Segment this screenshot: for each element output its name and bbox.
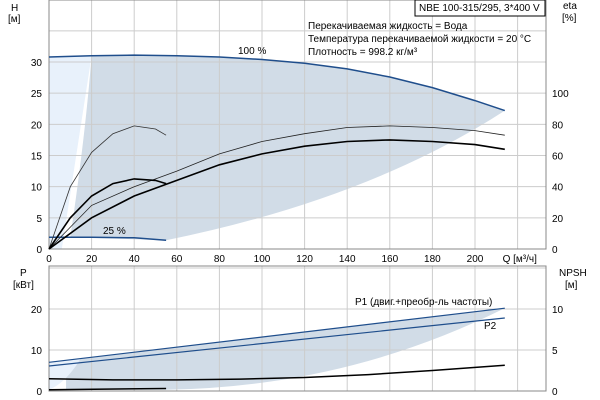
y-tick-label: 5 bbox=[36, 214, 42, 225]
y-tick-label: 30 bbox=[31, 58, 43, 69]
y2-tick-label: 20 bbox=[552, 214, 564, 225]
series-eta-25- bbox=[48, 125, 167, 250]
p-tick-label: 20 bbox=[31, 305, 43, 316]
npsh-axis-unit: [м] bbox=[565, 280, 578, 291]
y2-tick-label: 0 bbox=[552, 245, 558, 256]
series-P2 bbox=[48, 317, 505, 367]
y2-tick-label: 100 bbox=[552, 89, 569, 100]
x-axis-label: Q [м³/ч] bbox=[503, 254, 538, 265]
series-P1 bbox=[48, 307, 505, 363]
npsh-tick-label: 5 bbox=[552, 346, 558, 357]
x-tick-label: 20 bbox=[86, 254, 98, 265]
operating-range-region bbox=[70, 55, 505, 241]
series-H-25-curve bbox=[48, 178, 167, 250]
curve-label-100: 100 % bbox=[238, 46, 266, 57]
y2-axis-label: eta bbox=[563, 1, 577, 12]
y2-axis-unit: [%] bbox=[562, 13, 577, 24]
p1-label: P1 (двиг.+преобр-ль частоты) bbox=[355, 296, 492, 308]
npsh-tick-label: 10 bbox=[552, 305, 564, 316]
series-25- bbox=[49, 236, 167, 242]
series-eta-100- bbox=[48, 125, 505, 250]
x-tick-label: 140 bbox=[339, 254, 356, 265]
x-tick-label: 200 bbox=[467, 254, 484, 265]
p-axis-label: P bbox=[20, 268, 27, 279]
x-tick-label: 100 bbox=[254, 254, 271, 265]
low-flow-region bbox=[49, 55, 92, 250]
p-tick-label: 10 bbox=[31, 346, 43, 357]
title-box bbox=[414, 0, 546, 17]
p2-label: P2 bbox=[484, 321, 497, 332]
x-tick-label: 0 bbox=[46, 254, 52, 265]
y-tick-label: 10 bbox=[31, 183, 43, 194]
x-tick-label: 60 bbox=[171, 254, 183, 265]
chart-title: NBE 100-315/295, 3*400 V bbox=[419, 3, 540, 14]
y-tick-label: 20 bbox=[31, 120, 43, 131]
x-tick-label: 40 bbox=[129, 254, 141, 265]
y2-tick-label: 40 bbox=[552, 183, 564, 194]
x-tick-label: 80 bbox=[214, 254, 226, 265]
series-P-25- bbox=[48, 387, 167, 391]
y2-tick-label: 60 bbox=[552, 152, 564, 163]
y-tick-label: 25 bbox=[31, 89, 43, 100]
x-tick-label: 180 bbox=[424, 254, 441, 265]
npsh-axis-label: NPSH bbox=[559, 268, 587, 279]
fluid-info: Температура перекачиваемой жидкости = 20… bbox=[308, 34, 531, 45]
series-H-eta-line bbox=[48, 139, 505, 250]
fluid-info: Перекачиваемая жидкость = Вода bbox=[308, 21, 468, 32]
npsh-tick-label: 0 bbox=[552, 387, 558, 398]
y-tick-label: 0 bbox=[36, 245, 42, 256]
bottom-plot-frame bbox=[48, 265, 547, 392]
x-tick-label: 160 bbox=[381, 254, 398, 265]
power-range-region bbox=[49, 308, 505, 390]
power-low-flow-region bbox=[49, 358, 81, 390]
top-plot-frame bbox=[48, 0, 547, 250]
series-100- bbox=[48, 54, 506, 112]
x-tick-label: 120 bbox=[296, 254, 313, 265]
curve-label-25: 25 % bbox=[103, 226, 126, 237]
series-NPSH bbox=[48, 364, 505, 381]
y-axis-unit: [м] bbox=[8, 14, 21, 25]
p-axis-unit: [кВт] bbox=[13, 280, 34, 291]
fluid-info: Плотность = 998.2 кг/м³ bbox=[308, 47, 418, 58]
y-axis-label: H bbox=[11, 3, 18, 14]
y2-tick-label: 80 bbox=[552, 120, 564, 131]
y-tick-label: 15 bbox=[31, 152, 43, 163]
p-tick-label: 0 bbox=[36, 387, 42, 398]
